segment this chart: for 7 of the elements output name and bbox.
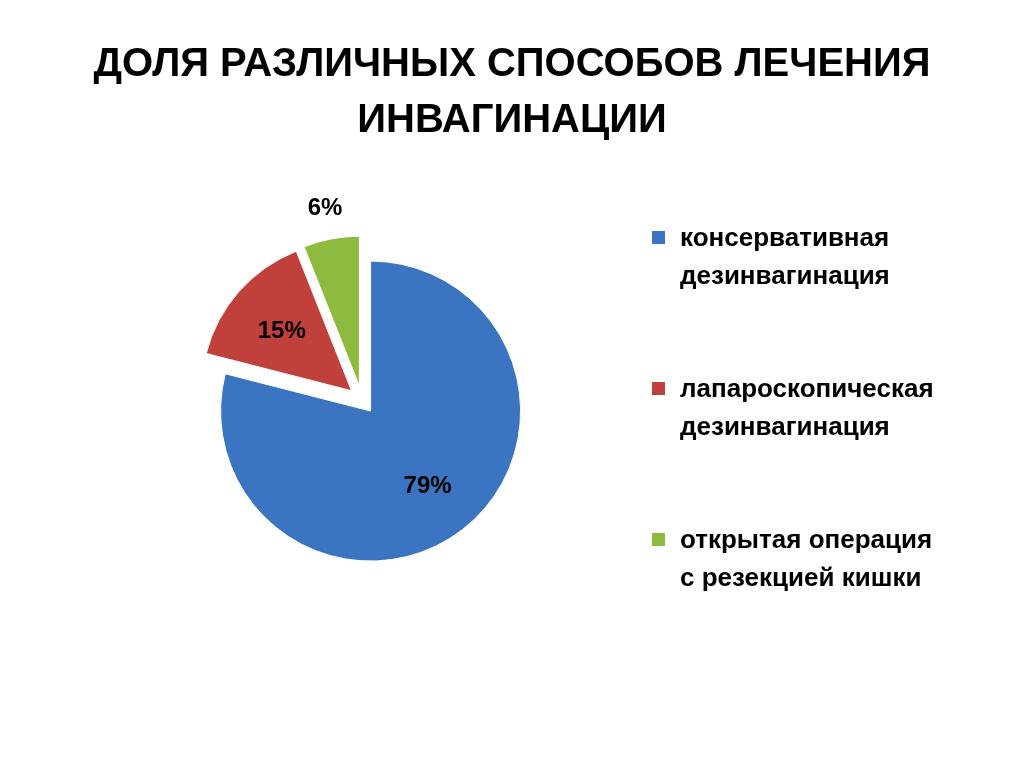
chart-title: ДОЛЯ РАЗЛИЧНЫХ СПОСОБОВ ЛЕЧЕНИЯ ИНВАГИНАЦИИ bbox=[93, 40, 931, 140]
data-label: 79% bbox=[403, 471, 452, 499]
legend-label: лапароскопическая дезинвагинация bbox=[680, 373, 934, 441]
data-label: 6% bbox=[307, 192, 343, 220]
legend-label: открытая операция с резекцией кишки bbox=[680, 524, 933, 592]
data-label: 15% bbox=[257, 315, 306, 343]
legend-label: консервативная дезинвагинация bbox=[680, 222, 890, 290]
